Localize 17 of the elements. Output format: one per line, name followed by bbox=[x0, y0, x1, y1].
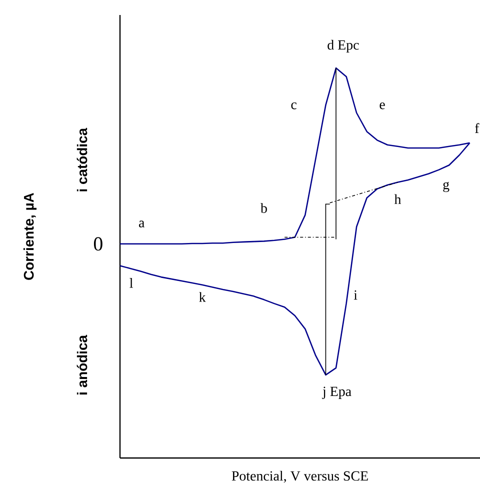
annotation: a bbox=[138, 220, 145, 228]
text: Corriente, µA bbox=[23, 192, 37, 280]
annotation: h bbox=[394, 194, 402, 204]
annotation: k bbox=[199, 292, 206, 302]
annotation: c bbox=[291, 102, 296, 110]
x-axis-title: Potencial, V versus SCE bbox=[232, 470, 368, 483]
annotation: e bbox=[380, 102, 385, 110]
annotation: j Epa bbox=[322, 386, 352, 399]
annotation: l bbox=[130, 278, 133, 288]
text: 0 bbox=[94, 237, 102, 251]
text: i anódica bbox=[76, 334, 88, 394]
annotation: i bbox=[354, 290, 358, 300]
text: i catódica bbox=[76, 128, 88, 192]
annotation: b bbox=[260, 203, 267, 213]
annotation: f bbox=[475, 123, 480, 133]
annotation: g bbox=[443, 182, 450, 192]
text: d Epc bbox=[328, 40, 359, 53]
